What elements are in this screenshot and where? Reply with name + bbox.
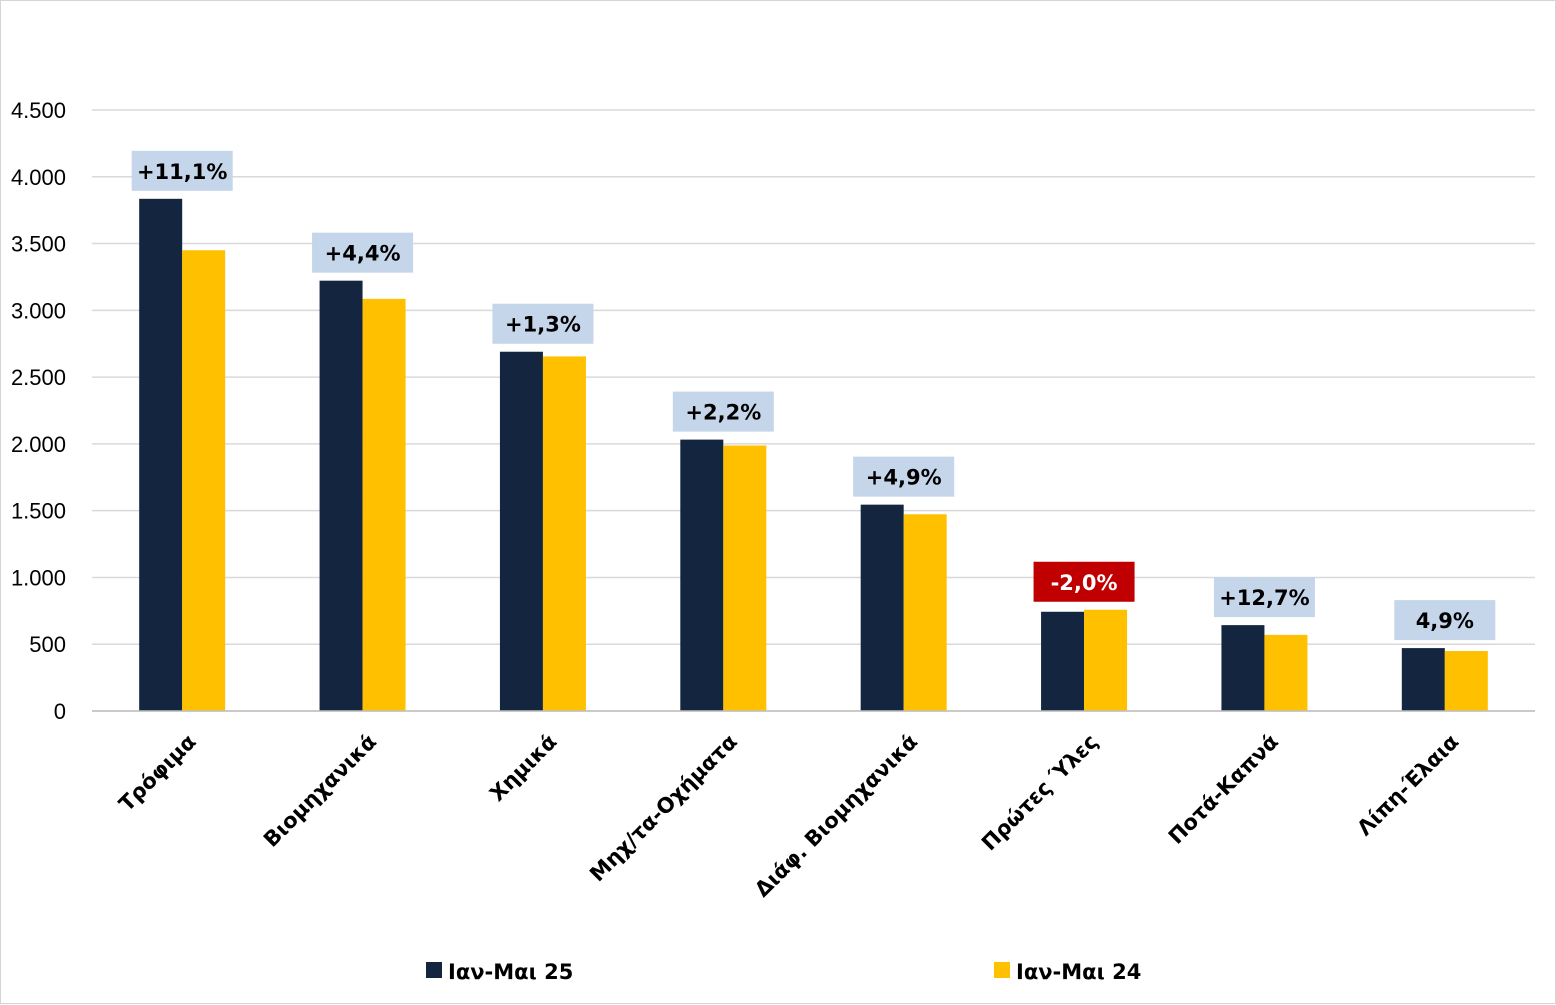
bar: [723, 445, 767, 711]
x-tick-label: Βιομηχανικά: [259, 730, 381, 852]
bar: [860, 504, 904, 711]
y-tick-label: 1.500: [11, 499, 66, 524]
y-tick-label: 1.000: [11, 565, 66, 590]
x-tick-label: Διάφ. Βιομηχανικά: [750, 730, 922, 902]
y-tick-label: 2.000: [11, 432, 66, 457]
data-label: +4,9%: [866, 466, 942, 490]
bar: [1444, 651, 1488, 711]
bar: [362, 298, 406, 711]
data-label: -2,0%: [1051, 571, 1118, 595]
data-label: +4,4%: [325, 242, 401, 266]
data-label: +2,2%: [685, 401, 761, 425]
y-tick-label: 0: [54, 699, 66, 724]
data-label-box: [853, 456, 955, 497]
data-labels: +11,1% +4,4% +1,3% +2,2% +4,9% -2,0% +12,7% 4,9…: [131, 150, 1496, 641]
y-tick-label: 3.500: [11, 232, 66, 257]
x-tick-label: Μηχ/τα-Οχήματα: [585, 730, 742, 887]
legend-label: Ιαν-Μαι 25: [448, 960, 573, 984]
bar: [903, 514, 947, 711]
x-tick-label: Ποτά-Καπνά: [1164, 730, 1283, 849]
bar: [1264, 634, 1308, 711]
bar: [680, 439, 724, 711]
y-tick-label: 3.000: [11, 298, 66, 323]
data-label: +12,7%: [1219, 586, 1309, 610]
bar: [1401, 648, 1445, 711]
legend-swatch: [426, 962, 442, 978]
data-label: +1,3%: [505, 313, 581, 337]
x-tick-label: Χημικά: [485, 730, 561, 806]
bar: [1221, 625, 1265, 711]
x-tick-label: Πρώτες Ύλες: [977, 730, 1103, 856]
y-tick-label: 2.500: [11, 365, 66, 390]
data-label-box: [492, 303, 594, 344]
bar: [1041, 611, 1085, 711]
data-label-box: [131, 150, 233, 191]
bar: [182, 250, 226, 711]
data-label-box: [1394, 600, 1496, 641]
legend-swatch: [994, 962, 1010, 978]
x-tick-label: Τρόφιμα: [114, 730, 200, 816]
data-label: +11,1%: [137, 160, 227, 184]
data-label: 4,9%: [1416, 609, 1474, 633]
bar: [542, 356, 586, 711]
legend-label: Ιαν-Μαι 24: [1016, 960, 1141, 984]
bar: [319, 280, 363, 711]
bar: [499, 351, 543, 711]
y-tick-label: 4.500: [11, 98, 66, 123]
data-label-box: [672, 391, 774, 432]
data-label-box: [1213, 577, 1315, 618]
bar: [139, 198, 183, 711]
y-tick-label: 500: [29, 632, 66, 657]
data-label-box: [312, 232, 414, 273]
data-label-box: [1033, 561, 1135, 602]
y-tick-label: 4.000: [11, 165, 66, 190]
legend: Ιαν-Μαι 25 Ιαν-Μαι 24: [426, 960, 1141, 984]
bar: [1084, 609, 1128, 711]
gridlines: [92, 109, 1535, 712]
x-axis: Τρόφιμα Βιομηχανικά Χημικά Μηχ/τα-Οχήματα Δι…: [92, 710, 1535, 902]
y-axis: 0 500 1.000 1.500 2.000 2.500 3.000 3.500 4.000 4…: [11, 98, 66, 724]
x-tick-label: Λίπη-Έλαια: [1352, 730, 1463, 841]
bars: [139, 198, 1488, 711]
